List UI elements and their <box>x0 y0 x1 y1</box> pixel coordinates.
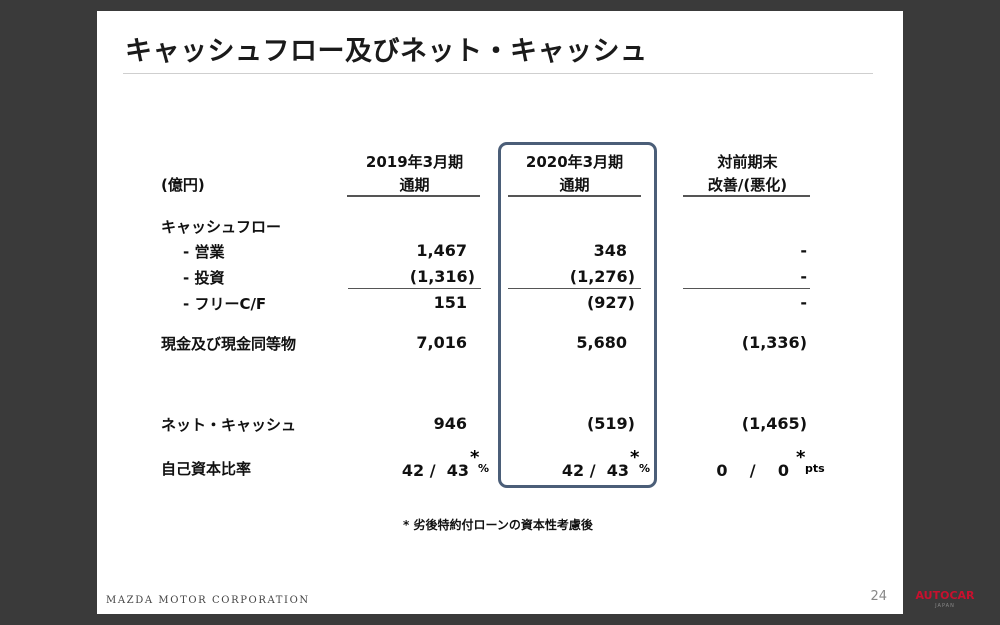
col-rule-2019 <box>347 195 480 197</box>
value-operating-2020: 348 <box>593 241 627 260</box>
footnote: * 劣後特約付ローンの資本性考慮後 <box>403 518 593 532</box>
asterisk-2019: * <box>470 447 480 468</box>
asterisk-change: * <box>796 447 806 468</box>
row-label-free-cf: - フリーC/F <box>183 295 267 313</box>
col-rule-2020 <box>508 195 641 197</box>
value-equity-2019: 42 / 43 <box>401 461 469 480</box>
title-divider <box>123 73 873 74</box>
row-label-cash: 現金及び現金同等物 <box>161 335 297 353</box>
cashflow-label: キャッシュフロー <box>161 218 282 236</box>
value-cash-2019: 7,016 <box>416 333 467 352</box>
row-label-investing: - 投資 <box>183 269 225 287</box>
value-cash-2020: 5,680 <box>576 333 627 352</box>
col-rule-change <box>683 195 810 197</box>
value-investing-change: - <box>800 267 807 286</box>
slide-title: キャッシュフロー及びネット・キャッシュ <box>125 36 648 67</box>
value-free-cf-2020: (927) <box>586 293 635 312</box>
col-header-2020-line2: 通期 <box>559 176 590 194</box>
unit-2020: % <box>639 462 651 475</box>
col-header-2020-line1: 2020年3月期 <box>525 153 624 171</box>
value-investing-2019: (1,316) <box>409 267 475 286</box>
value-investing-2020: (1,276) <box>569 267 635 286</box>
value-operating-2019: 1,467 <box>416 241 467 260</box>
watermark-brand: AUTOCAR <box>915 589 975 602</box>
row-label-net-cash: ネット・キャッシュ <box>161 416 297 434</box>
unit-change: pts <box>805 462 825 475</box>
unit-2019: % <box>478 462 490 475</box>
slide: キャッシュフロー及びネット・キャッシュ 2019年3月期 通期 2020年3月期… <box>97 11 903 614</box>
company-name: MAZDA MOTOR CORPORATION <box>106 595 310 606</box>
subtotal-rule-2020 <box>508 288 641 289</box>
value-net-cash-change: (1,465) <box>741 414 807 433</box>
subtotal-rule-2019 <box>348 288 481 289</box>
col-header-2019-line2: 通期 <box>399 176 430 194</box>
value-equity-change: 0 / 0 <box>716 461 789 480</box>
asterisk-2020: * <box>630 447 640 468</box>
row-label-operating: - 営業 <box>183 243 225 261</box>
subtotal-rule-change <box>683 288 810 289</box>
value-equity-2020: 42 / 43 <box>561 461 629 480</box>
highlight-frame-2020 <box>498 142 657 488</box>
watermark-sub: JAPAN <box>935 603 955 609</box>
value-free-cf-2019: 151 <box>433 293 467 312</box>
value-net-cash-2020: (519) <box>586 414 635 433</box>
value-net-cash-2019: 946 <box>433 414 467 433</box>
unit-label: (億円) <box>161 176 205 194</box>
watermark-logo: AUTOCAR JAPAN <box>912 589 978 611</box>
page-number: 24 <box>870 589 887 604</box>
value-operating-change: - <box>800 241 807 260</box>
col-header-change-line1: 対前期末 <box>717 153 778 171</box>
value-free-cf-change: - <box>800 293 807 312</box>
row-label-equity-ratio: 自己資本比率 <box>161 460 252 478</box>
value-cash-change: (1,336) <box>741 333 807 352</box>
col-header-2019-line1: 2019年3月期 <box>365 153 464 171</box>
col-header-change-line2: 改善/(悪化) <box>707 176 788 194</box>
